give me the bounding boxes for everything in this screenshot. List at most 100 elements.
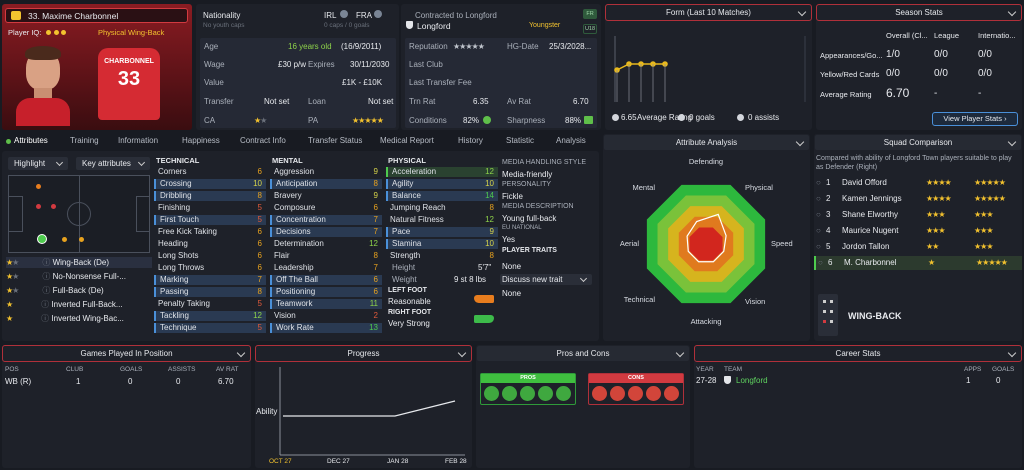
chevron-down-icon[interactable] — [795, 137, 805, 147]
chevron-down-icon[interactable] — [457, 348, 467, 358]
attribute-row[interactable]: Flair 8 — [270, 251, 382, 261]
squad-row[interactable]: ○ 1 David Offord ★★★★ ★★★★★ — [816, 178, 1006, 187]
pros-cons-header[interactable]: Pros and Cons — [476, 345, 690, 362]
attribute-row[interactable]: Heading 6 — [154, 239, 266, 249]
role-item[interactable]: ★ ⓘ Inverted Wing-Bac... — [6, 314, 124, 323]
attribute-row[interactable]: Agility 10 — [386, 179, 498, 189]
attribute-row[interactable]: First Touch 5 — [154, 215, 266, 225]
tab-information[interactable]: Information — [118, 136, 159, 145]
attribute-row[interactable]: Stamina 10 — [386, 239, 498, 249]
key-attributes-dropdown[interactable]: Key attributes — [76, 157, 150, 170]
role-item[interactable]: ★★ ⓘ Wing-Back (De) — [6, 257, 152, 268]
tab-analysis[interactable]: Analysis — [556, 136, 586, 145]
loan-value[interactable]: Not set — [368, 97, 394, 106]
con-trait-icon[interactable] — [664, 386, 679, 401]
attribute-row[interactable]: Bravery 9 — [270, 191, 382, 201]
attribute-row[interactable]: Strength 8 — [386, 251, 498, 261]
pro-trait-icon[interactable] — [502, 386, 517, 401]
squad-row[interactable]: ○ 6 M. Charbonnel ★ ★★★★★ — [814, 256, 1022, 270]
attribute-row[interactable]: Long Shots 6 — [154, 251, 266, 261]
left-foot-label: LEFT FOOT — [388, 287, 427, 294]
attribute-row[interactable]: Long Throws 6 — [154, 263, 266, 273]
transfer-value[interactable]: Not set — [264, 97, 290, 106]
analysis-header[interactable]: Attribute Analysis — [603, 134, 810, 151]
role-item[interactable]: ★★ ⓘ No-Nonsense Full-... — [6, 272, 126, 281]
chevron-down-icon[interactable] — [1007, 7, 1017, 17]
chevron-down-icon[interactable] — [236, 348, 246, 358]
chevron-down-icon[interactable] — [797, 7, 807, 17]
attribute-row[interactable]: Work Rate 13 — [270, 323, 382, 333]
attribute-row[interactable]: Marking 7 — [154, 275, 266, 285]
pro-trait-icon[interactable] — [484, 386, 499, 401]
career-team[interactable]: Longford — [736, 376, 768, 385]
attribute-row[interactable]: Jumping Reach 8 — [386, 203, 498, 213]
squad-row[interactable]: ○ 4 Maurice Nugent ★★★ ★★★ — [816, 226, 993, 235]
attribute-row[interactable]: Dribbling 8 — [154, 191, 266, 201]
media-desc-value: Young full-back — [502, 214, 557, 223]
tab-training[interactable]: Training — [70, 136, 99, 145]
transfer-label: Transfer — [204, 97, 234, 106]
chevron-down-icon[interactable] — [1007, 348, 1017, 358]
tab-attributes[interactable]: Attributes — [14, 136, 48, 145]
form-header[interactable]: Form (Last 10 Matches) — [605, 4, 812, 21]
highlight-dropdown[interactable]: Highlight — [8, 157, 68, 170]
con-trait-icon[interactable] — [646, 386, 661, 401]
discuss-trait-dropdown[interactable]: Discuss new trait — [500, 274, 592, 285]
pro-trait-icon[interactable] — [538, 386, 553, 401]
attribute-row[interactable]: Decisions 7 — [270, 227, 382, 237]
attribute-row[interactable]: Tackling 12 — [154, 311, 266, 321]
role-item[interactable]: ★★ ⓘ Full-Back (De) — [6, 286, 104, 295]
attribute-row[interactable]: Corners 6 — [154, 167, 266, 177]
attribute-value: 6 — [257, 263, 262, 272]
player-name-bar[interactable]: 33. Maxime Charbonnel — [5, 8, 188, 23]
attribute-row[interactable]: Passing 8 — [154, 287, 266, 297]
attribute-row[interactable]: Free Kick Taking 6 — [154, 227, 266, 237]
tab-medical-report[interactable]: Medical Report — [380, 136, 434, 145]
career-header[interactable]: Career Stats — [694, 345, 1022, 362]
con-trait-icon[interactable] — [610, 386, 625, 401]
attribute-row[interactable]: Technique 5 — [154, 323, 266, 333]
season-header[interactable]: Season Stats — [816, 4, 1022, 21]
con-trait-icon[interactable] — [592, 386, 607, 401]
conditions-value: 82% — [463, 116, 480, 125]
attribute-row[interactable]: Composure 6 — [270, 203, 382, 213]
attribute-row[interactable]: Finishing 5 — [154, 203, 266, 213]
pros-cons-panel: Pros and Cons PROS CONS — [476, 345, 690, 468]
attribute-row[interactable]: Concentration 7 — [270, 215, 382, 225]
attribute-row[interactable]: Crossing 10 — [154, 179, 266, 189]
squad-header[interactable]: Squad Comparison — [814, 134, 1022, 151]
squad-row[interactable]: ○ 3 Shane Elworthy ★★★ ★★★ — [816, 210, 993, 219]
attribute-row[interactable]: Leadership 7 — [270, 263, 382, 273]
club-name[interactable]: Longford — [417, 21, 451, 31]
chevron-down-icon[interactable] — [1007, 137, 1017, 147]
attribute-row[interactable]: Penalty Taking 5 — [154, 299, 266, 309]
progress-header[interactable]: Progress — [255, 345, 472, 362]
attribute-row[interactable]: Acceleration 12 — [386, 167, 498, 177]
chevron-down-icon[interactable] — [675, 348, 685, 358]
pro-trait-icon[interactable] — [556, 386, 571, 401]
con-trait-icon[interactable] — [628, 386, 643, 401]
attribute-row[interactable]: Anticipation 8 — [270, 179, 382, 189]
tab-contract-info[interactable]: Contract Info — [240, 136, 286, 145]
games-pos: WB (R) — [5, 377, 32, 386]
tab-transfer-status[interactable]: Transfer Status — [308, 136, 363, 145]
tab-happiness[interactable]: Happiness — [182, 136, 220, 145]
attribute-row[interactable]: Aggression 9 — [270, 167, 382, 177]
player-portrait — [16, 44, 70, 126]
role-item[interactable]: ★ ⓘ Inverted Full-Back... — [6, 300, 123, 309]
squad-row[interactable]: ○ 5 Jordon Tallon ★★ ★★★ — [816, 242, 993, 251]
attribute-row[interactable]: Off The Ball 6 — [270, 275, 382, 285]
attribute-row[interactable]: Positioning 6 — [270, 287, 382, 297]
tab-history[interactable]: History — [458, 136, 483, 145]
tab-statistic[interactable]: Statistic — [506, 136, 535, 145]
attribute-row[interactable]: Teamwork 11 — [270, 299, 382, 309]
attribute-row[interactable]: Natural Fitness 12 — [386, 215, 498, 225]
attribute-row[interactable]: Pace 9 — [386, 227, 498, 237]
attribute-row[interactable]: Balance 14 — [386, 191, 498, 201]
attribute-row[interactable]: Determination 12 — [270, 239, 382, 249]
attribute-row[interactable]: Vision 2 — [270, 311, 382, 321]
view-player-stats-button[interactable]: View Player Stats › — [932, 112, 1018, 126]
pro-trait-icon[interactable] — [520, 386, 535, 401]
squad-row[interactable]: ○ 2 Kamen Jennings ★★★★ ★★★★★ — [816, 194, 1006, 203]
games-header[interactable]: Games Played In Position — [2, 345, 251, 362]
